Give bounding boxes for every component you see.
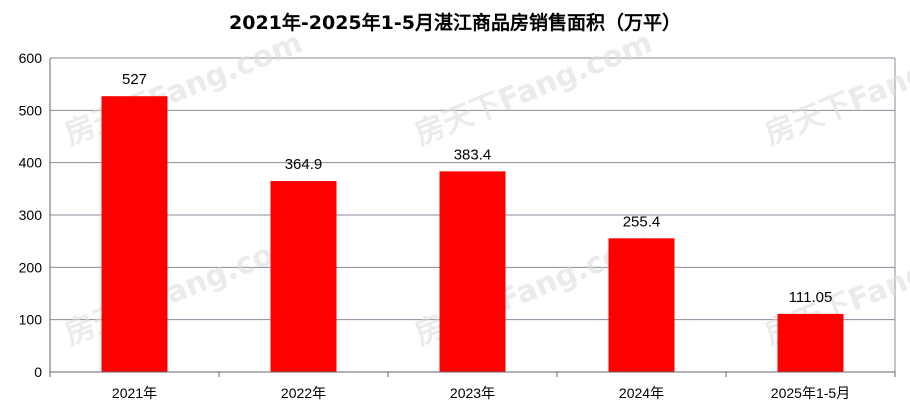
- data-label: 383.4: [454, 146, 492, 163]
- bar: [101, 96, 168, 372]
- x-tick-label: 2024年: [619, 385, 664, 401]
- y-tick-label: 300: [19, 207, 43, 223]
- y-tick-label: 100: [19, 312, 43, 328]
- y-tick-label: 600: [19, 50, 43, 66]
- watermark: 房天下Fang.com: [60, 25, 308, 152]
- axes: 0 100 200 300 400 500 600 2021年 2022年 2023年 2024年 2…: [19, 50, 896, 401]
- x-tick-label: 2021年: [112, 385, 157, 401]
- data-label: 111.05: [789, 289, 833, 306]
- watermark: 房天下Fang.com: [760, 25, 910, 152]
- bar: [270, 181, 337, 372]
- y-tick-label: 200: [19, 259, 43, 275]
- data-label: 527: [122, 71, 147, 88]
- bar: [439, 171, 506, 372]
- x-tick-label: 2022年: [281, 385, 326, 401]
- watermark: 房天下Fang.com: [410, 25, 658, 152]
- x-tick-label: 2023年: [450, 385, 495, 401]
- bar: [608, 238, 675, 372]
- y-tick-label: 0: [34, 364, 42, 380]
- bar: [777, 313, 844, 372]
- data-labels: 527 364.9 383.4 255.4 111.05: [122, 71, 832, 306]
- bars: [101, 96, 844, 372]
- x-tick-label: 2025年1-5月: [771, 385, 850, 401]
- watermark: 房天下Fang.com: [60, 225, 308, 352]
- y-tick-label: 400: [19, 155, 43, 171]
- chart-title: 2021年-2025年1-5月湛江商品房销售面积（万平）: [229, 12, 681, 34]
- data-label: 364.9: [285, 156, 323, 173]
- data-label: 255.4: [623, 213, 661, 230]
- y-tick-label: 500: [19, 102, 43, 118]
